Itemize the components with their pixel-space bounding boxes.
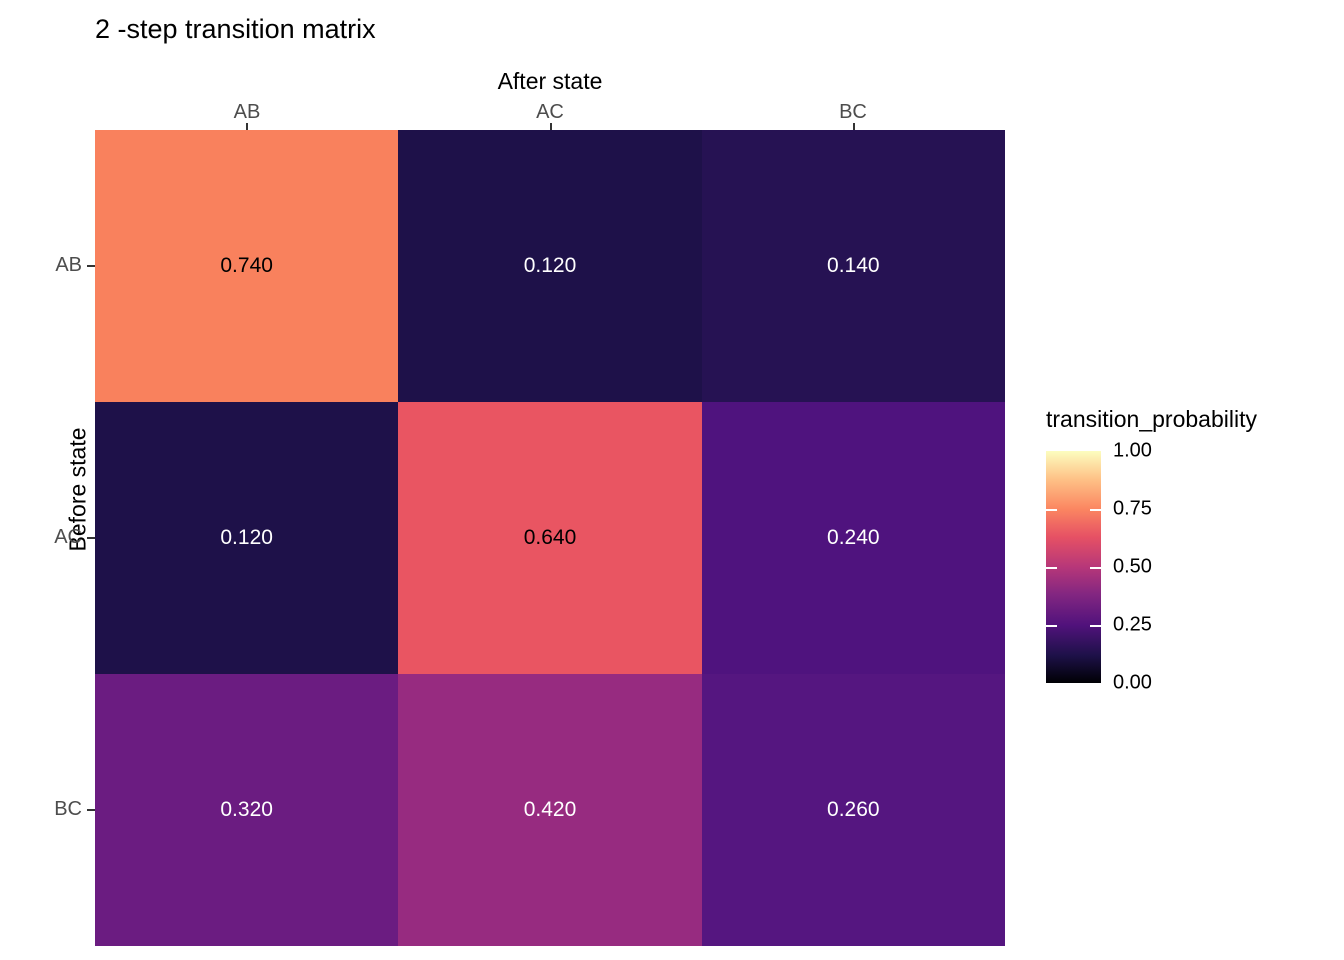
legend-tick-label: 0.25 [1113, 613, 1152, 636]
legend-tick [1046, 509, 1057, 511]
legend-body: 1.00 0.75 0.50 0.25 0.00 [1046, 440, 1344, 694]
heatmap-cell-bc-ac: 0.420 [398, 674, 702, 946]
x-tick-label-bc: BC [839, 101, 867, 123]
legend-tick [1090, 625, 1101, 627]
legend-tick [1090, 509, 1101, 511]
x-axis-title: After state [497, 68, 603, 94]
heatmap-cell-ab-bc: 0.140 [701, 130, 1005, 402]
legend-tick-label: 0.50 [1113, 555, 1152, 578]
x-tick-label-ac: AC [536, 101, 564, 123]
y-tick-label-ac: AC [54, 526, 82, 548]
heatmap-cell-ac-ac: 0.640 [398, 402, 702, 674]
legend-tick-label: 1.00 [1113, 439, 1152, 462]
legend-title: transition_probability [1046, 406, 1257, 432]
legend-tick [1090, 567, 1101, 569]
heatmap-cell-bc-bc: 0.260 [701, 674, 1005, 946]
legend-tick-label: 0.00 [1113, 671, 1152, 694]
heatmap-cell-ac-ab: 0.120 [95, 402, 399, 674]
colorbar-legend: transition_probability 1.00 0.75 0.50 0.… [1046, 406, 1344, 694]
y-tick-label-bc: BC [54, 798, 82, 820]
legend-tick [1046, 625, 1057, 627]
x-axis-tick [246, 123, 248, 131]
y-axis-tick [87, 809, 95, 811]
y-axis-tick [87, 537, 95, 539]
heatmap-cell-bc-ab: 0.320 [95, 674, 399, 946]
heatmap-cell-ac-bc: 0.240 [701, 402, 1005, 674]
legend-tick-label: 0.75 [1113, 497, 1152, 520]
y-tick-label-ab: AB [55, 254, 82, 276]
heatmap-cell-ab-ab: 0.740 [95, 130, 399, 402]
legend-tick [1046, 567, 1057, 569]
legend-labels: 1.00 0.75 0.50 0.25 0.00 [1113, 440, 1193, 694]
heatmap-cell-ab-ac: 0.120 [398, 130, 702, 402]
x-tick-label-ab: AB [233, 101, 261, 123]
chart-title: 2 -step transition matrix [95, 14, 376, 44]
legend-gradient-bar [1046, 451, 1101, 683]
x-axis-tick [550, 123, 552, 131]
y-axis-tick [87, 265, 95, 267]
x-axis-tick [853, 123, 855, 131]
heatmap-panel: 0.740 0.120 0.140 0.120 0.640 0.240 0.32… [95, 130, 1005, 946]
